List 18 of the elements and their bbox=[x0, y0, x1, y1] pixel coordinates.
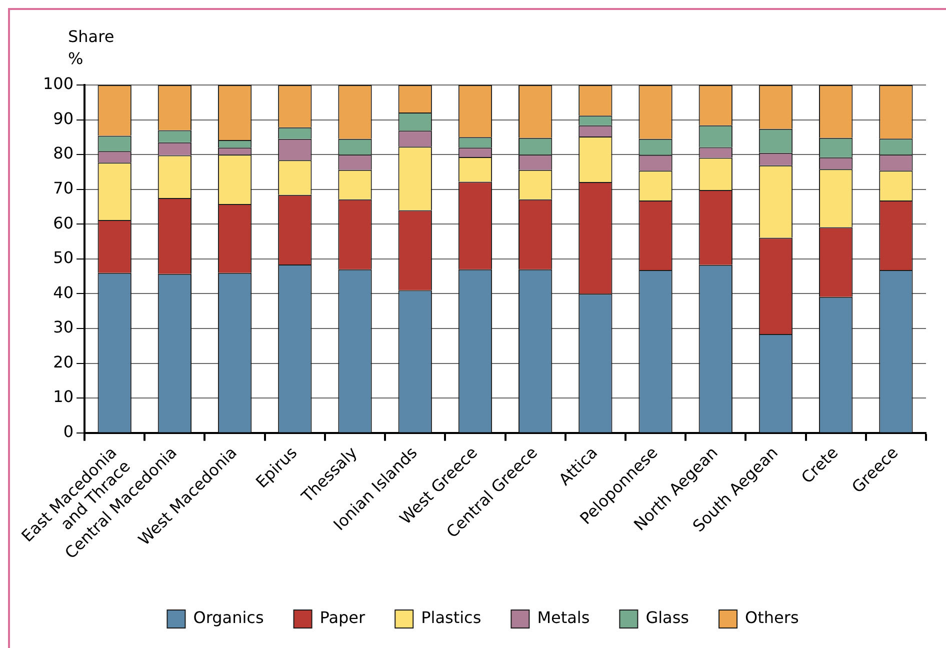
y-tick-label: 60 bbox=[53, 213, 74, 232]
legend-label: Metals bbox=[537, 608, 590, 628]
y-tick-label: 0 bbox=[63, 422, 74, 441]
legend-label: Plastics bbox=[421, 608, 482, 628]
y-tick-label: 30 bbox=[53, 318, 74, 337]
y-axis-title: Share % bbox=[68, 27, 114, 68]
legend-label: Organics bbox=[193, 608, 264, 628]
legend-label: Others bbox=[745, 608, 799, 628]
y-tick-label: 80 bbox=[53, 144, 74, 163]
legend-label: Glass bbox=[646, 608, 690, 628]
y-tick-label: 20 bbox=[53, 352, 74, 372]
y-tick-label: 70 bbox=[53, 178, 74, 198]
y-tick-label: 40 bbox=[53, 282, 74, 302]
legend-label: Paper bbox=[320, 608, 366, 628]
y-tick-label: 100 bbox=[42, 74, 74, 94]
y-tick-label: 10 bbox=[53, 387, 74, 406]
y-tick-label: 50 bbox=[53, 248, 74, 268]
y-tick-label: 90 bbox=[53, 108, 74, 128]
